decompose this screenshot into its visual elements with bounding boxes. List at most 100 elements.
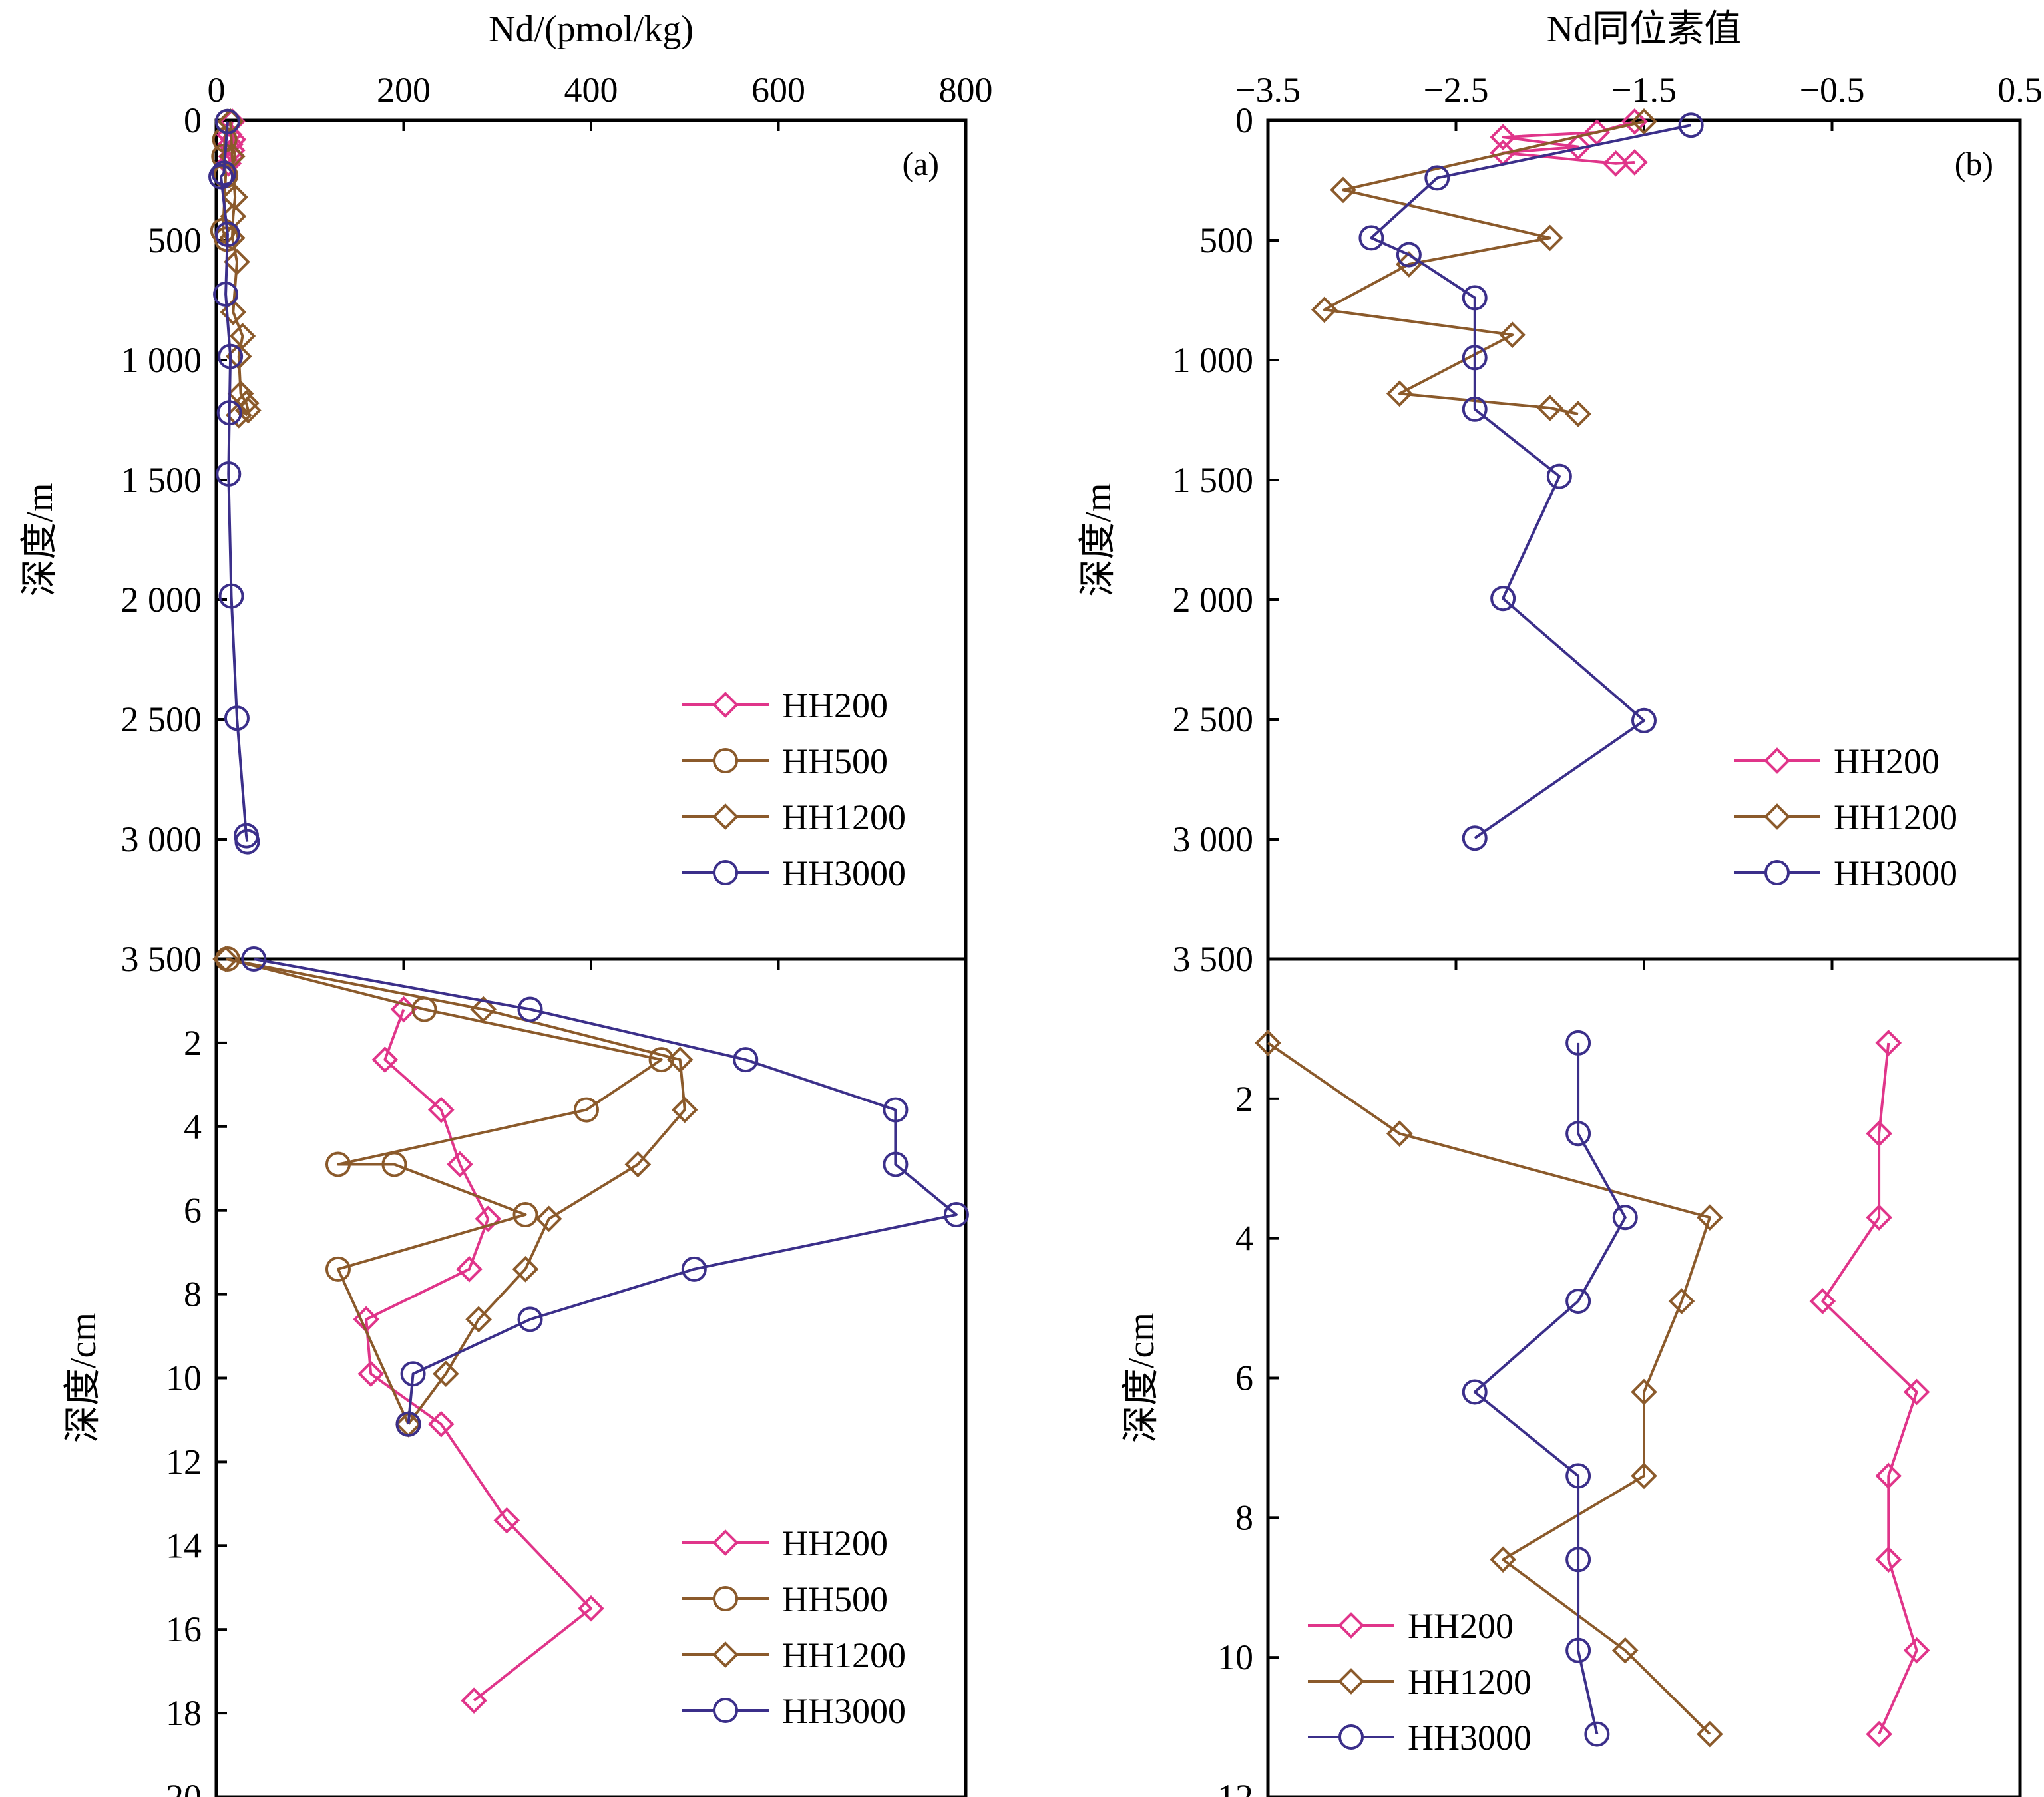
data-point-hh3000 [208,164,234,190]
data-point-hh200 [475,1205,502,1233]
legend-label: HH200 [1834,741,1940,781]
series-line-hh1200 [229,121,250,417]
data-point-hh200 [461,1687,487,1714]
x-tick-label: 0 [208,70,226,110]
legend-marker-hh200 [712,692,739,718]
panel-label: (b) [1955,145,1993,182]
data-point-hh1200 [1631,108,1657,135]
y-tick-label: 10 [1217,1637,1253,1677]
y-axis-label: 深度/m [1078,483,1119,596]
series-line-hh500 [227,958,663,1425]
data-point-hh1200 [624,1151,652,1178]
data-point-hh200 [1602,150,1629,177]
series-line-hh1200 [225,958,686,1425]
x-tick-label: −1.5 [1611,70,1677,110]
legend-marker-hh3000 [1764,860,1790,885]
legend-marker-hh200 [1764,747,1790,774]
data-point-hh3000 [1546,463,1572,489]
y-tick-label: 3 500 [1173,939,1254,979]
legend-label: HH1200 [1408,1662,1532,1702]
data-point-hh200 [447,1151,473,1178]
data-point-hh1200 [1499,321,1526,349]
data-point-hh3000 [211,160,237,186]
data-point-hh3000 [1424,165,1450,191]
legend-marker-hh200 [1338,1612,1364,1639]
data-point-hh500 [648,1047,674,1073]
data-point-hh1200 [1565,401,1591,427]
y-tick-label: 1 500 [1173,460,1254,500]
x-tick-label: −0.5 [1800,70,1865,110]
data-point-hh3000 [214,222,240,247]
y-tick-label: 18 [166,1693,202,1733]
data-point-hh200 [1875,1462,1902,1490]
data-point-hh3000 [1678,112,1704,138]
y-tick-label: 3 000 [1173,819,1254,859]
data-point-hh3000 [681,1256,707,1282]
x-tick-label: 200 [377,70,431,110]
data-point-hh3000 [218,583,244,609]
data-point-hh1200 [1386,380,1413,407]
y-tick-label: 14 [166,1525,202,1565]
data-point-hh1200 [233,389,260,417]
data-point-hh3000 [1565,1030,1591,1056]
data-point-hh3000 [1358,225,1384,251]
legend-label: HH3000 [1834,853,1957,893]
data-point-hh3000 [218,343,244,369]
data-point-hh200 [456,1256,483,1283]
data-point-hh1200 [225,401,252,429]
data-point-hh200 [1903,1637,1930,1664]
data-point-hh200 [1621,149,1648,176]
y-tick-label: 8 [184,1275,202,1314]
y-tick-label: 1 500 [121,460,202,500]
data-point-hh3000 [1462,396,1488,422]
legend-label: HH1200 [782,797,906,837]
y-tick-label: 12 [166,1442,202,1482]
data-point-hh1200 [1490,1546,1516,1573]
data-point-hh3000 [216,400,242,426]
y-tick-label: 6 [184,1191,202,1231]
y-tick-label: 1 000 [1173,340,1254,380]
y-tick-label: 0 [184,100,202,140]
series-line-hh1200 [1323,120,1645,415]
data-point-hh200 [427,1410,455,1438]
data-point-hh3000 [1462,345,1488,371]
data-point-hh3000 [1462,1379,1488,1405]
data-point-hh200 [1875,1546,1902,1573]
data-point-hh200 [357,1360,385,1388]
series-line-hh200 [1821,1042,1918,1735]
data-point-hh3000 [517,1306,543,1332]
y-axis-label: 深度/m [19,483,61,596]
y-tick-label: 16 [166,1609,202,1649]
series-line-hh1200 [1267,1042,1711,1736]
data-point-hh1200 [666,1046,694,1073]
data-point-hh1200 [671,1096,698,1123]
data-point-hh3000 [1490,586,1516,612]
y-tick-label: 8 [1235,1498,1253,1537]
legend-marker-hh1200 [712,1641,739,1668]
y-tick-label: 12 [1217,1777,1253,1797]
data-point-hh500 [512,1201,538,1227]
data-point-hh3000 [224,705,250,731]
y-tick-label: 0 [1235,100,1253,140]
data-point-hh3000 [883,1097,909,1123]
x-axis-title: Nd同位素值 [1547,9,1741,50]
data-point-hh3000 [943,1201,969,1227]
data-point-hh3000 [883,1151,909,1177]
data-point-hh200 [1866,1720,1892,1748]
data-point-hh1200 [1631,1378,1657,1406]
data-point-hh1200 [512,1256,539,1283]
data-point-hh200 [427,1096,455,1123]
legend-label: HH200 [782,1523,888,1563]
data-point-hh3000 [216,461,242,487]
data-point-hh3000 [517,996,543,1022]
data-point-hh1200 [212,946,239,972]
legend-label: HH3000 [1408,1718,1532,1758]
axes-layer [214,118,2022,1797]
y-tick-label: 2 [1235,1079,1253,1119]
y-tick-label: 500 [1199,220,1253,260]
data-point-hh1200 [535,1205,562,1233]
y-tick-label: 6 [1235,1358,1253,1398]
legend-marker-hh1200 [1338,1668,1364,1695]
data-point-hh3000 [1631,707,1657,733]
